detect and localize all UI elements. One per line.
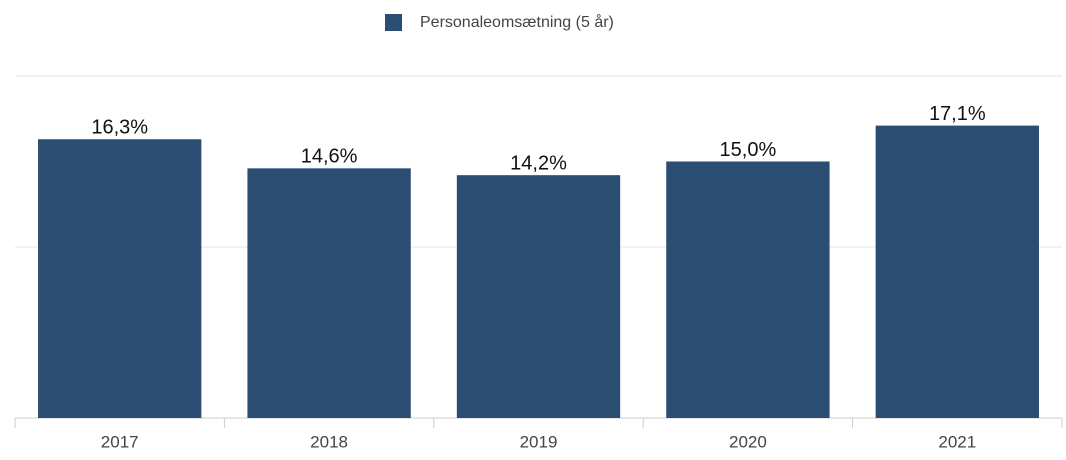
bar xyxy=(38,139,202,418)
x-tick-label: 2021 xyxy=(938,432,976,451)
x-tick-label: 2017 xyxy=(101,432,139,451)
x-tick-label: 2020 xyxy=(729,432,767,451)
x-tick-label: 2019 xyxy=(520,432,558,451)
bar xyxy=(875,125,1039,418)
value-label: 17,1% xyxy=(929,103,986,125)
bar xyxy=(247,168,411,418)
value-label: 16,3% xyxy=(91,117,148,139)
legend-label: Personaleomsætning (5 år) xyxy=(420,13,614,31)
legend-swatch xyxy=(385,14,402,31)
x-tick-label: 2018 xyxy=(310,432,348,451)
value-label: 14,2% xyxy=(510,152,567,174)
value-label: 14,6% xyxy=(301,146,358,168)
bar xyxy=(666,161,830,418)
value-label: 15,0% xyxy=(720,139,777,161)
bar xyxy=(456,175,621,418)
